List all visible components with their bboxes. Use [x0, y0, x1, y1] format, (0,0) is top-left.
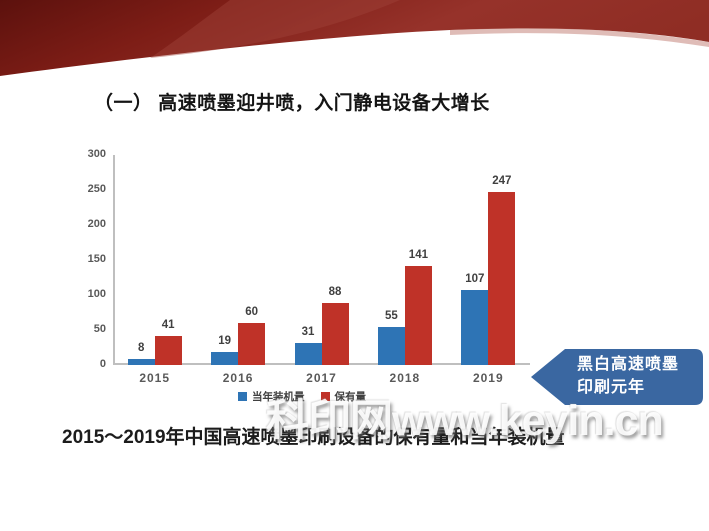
- legend-swatch-holdings: [320, 392, 330, 401]
- x-tick-2018: 2018: [389, 371, 421, 385]
- top-red-ribbon: [0, 0, 709, 76]
- callout-banner: 黑白高速喷墨 印刷元年: [527, 346, 709, 408]
- callout-line1: 黑白高速喷墨: [577, 356, 680, 373]
- bar-label-holdings-2016: 60: [245, 306, 258, 318]
- y-tick-50: 50: [93, 323, 106, 335]
- bar-label-holdings-2018: 141: [408, 249, 428, 262]
- bar-annual-2018: [377, 326, 405, 365]
- y-tick-300: 300: [87, 148, 106, 160]
- y-tick-0: 0: [99, 358, 106, 370]
- left-arrow-icon: [531, 349, 703, 405]
- y-tick-250: 250: [87, 183, 106, 195]
- callout-text: 黑白高速喷墨 印刷元年: [577, 353, 679, 399]
- chart-caption: 2015～2019年中国高速喷墨印刷设备的保有量和当年装机量: [62, 427, 565, 448]
- legend-item-holdings: 保有量: [320, 389, 367, 404]
- bar-label-holdings-2017: 88: [328, 286, 342, 299]
- bar-annual-2019: [461, 290, 489, 365]
- x-tick-2016: 2016: [222, 371, 254, 385]
- bar-holdings-2019: [488, 192, 516, 365]
- watermark: 科印网www.keyin.cn: [266, 397, 664, 445]
- ribbon-edge-stripe: [450, 28, 709, 47]
- bar-holdings-2016: [238, 323, 266, 365]
- bar-holdings-2015: [154, 336, 182, 365]
- bar-holdings-2018: [404, 266, 432, 365]
- bar-label-annual-2016: 19: [218, 334, 231, 347]
- legend-label-annual: 当年装机量: [252, 391, 305, 403]
- y-tick-100: 100: [87, 288, 106, 300]
- ribbon-main-shape: [0, 0, 709, 76]
- ribbon-sheen: [150, 0, 400, 58]
- bar-label-holdings-2015: 41: [161, 319, 175, 332]
- bar-label-holdings-2019: 247: [492, 175, 512, 188]
- callout-arrow-shape: [531, 349, 703, 405]
- legend-item-annual: 当年装机量: [238, 389, 305, 404]
- x-tick-2017: 2017: [306, 371, 337, 385]
- chart: 0 50 100 150 200 250 300 2015 8 41 2016 19 60 2017 31 8…: [62, 145, 542, 407]
- bar-annual-2015: [127, 359, 155, 365]
- bar-holdings-2017: [321, 303, 349, 365]
- y-tick-200: 200: [87, 218, 106, 230]
- bar-label-annual-2017: 31: [301, 326, 315, 339]
- bar-label-annual-2019: 107: [465, 273, 485, 286]
- chart-legend: 当年装机量 保有量: [62, 389, 542, 404]
- legend-label-holdings: 保有量: [334, 391, 367, 403]
- x-tick-2019: 2019: [472, 371, 504, 385]
- legend-swatch-annual: [238, 392, 247, 401]
- x-tick-2015: 2015: [139, 371, 171, 385]
- callout-line2: 印刷元年: [577, 379, 646, 396]
- bar-annual-2017: [294, 343, 322, 365]
- bar-label-annual-2015: 8: [137, 342, 145, 355]
- bar-annual-2016: [211, 351, 239, 365]
- slide-title: （一） 高速喷墨迎井喷，入门静电设备大增长: [94, 93, 490, 114]
- y-tick-150: 150: [87, 253, 106, 265]
- bar-label-annual-2018: 55: [384, 309, 398, 322]
